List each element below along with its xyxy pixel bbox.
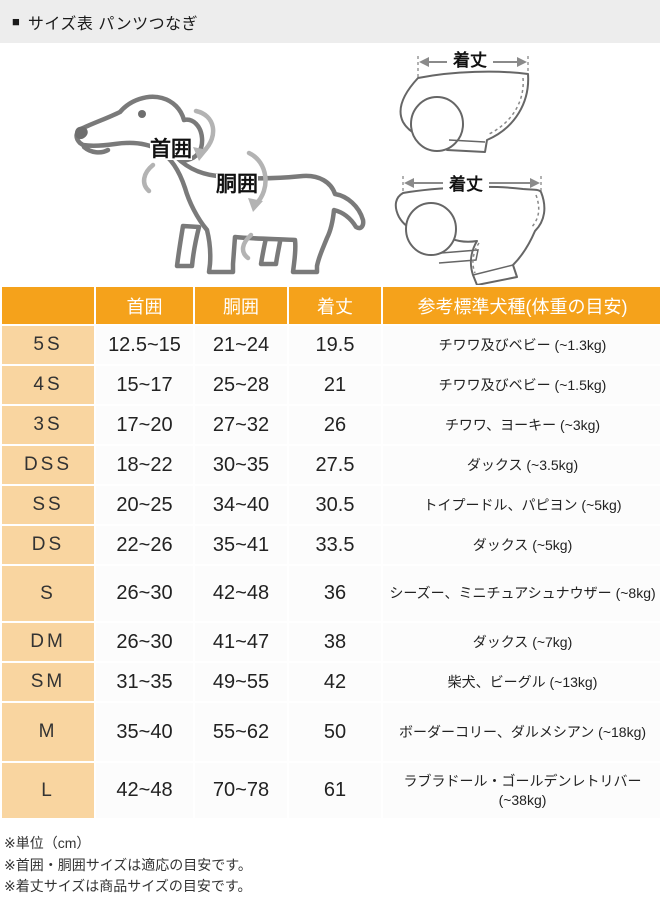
footnotes: ※単位（cm） ※首囲・胴囲サイズは適応の目安です。 ※着丈サイズは商品サイズの… (4, 833, 654, 898)
breed-cell: ボーダーコリー、ダルメシアン (~18kg) (383, 703, 660, 761)
size-cell: SM (2, 663, 94, 701)
footnote-fit-guide: ※首囲・胴囲サイズは適応の目安です。 (4, 856, 252, 873)
header-girth: 胴囲 (195, 287, 287, 324)
size-cell: 3S (2, 406, 94, 444)
page-title: サイズ表 パンツつなぎ (27, 15, 199, 33)
girth-cell: 41~47 (195, 623, 287, 661)
length-cell: 27.5 (289, 446, 381, 484)
size-cell: M (2, 703, 94, 761)
footnote-length-guide: ※着丈サイズは商品サイズの目安です。 (4, 878, 252, 895)
size-cell: DSS (2, 446, 94, 484)
size-cell: 4S (2, 366, 94, 404)
breed-cell: ダックス (~7kg) (383, 623, 660, 661)
table-row: S 26~30 42~48 36 シーズー、ミニチュアシュナウザー (~8kg) (2, 566, 660, 621)
neck-cell: 15~17 (96, 366, 193, 404)
girth-cell: 25~28 (195, 366, 287, 404)
length-cell: 19.5 (289, 326, 381, 364)
measurement-illustration-area: 首囲 胴囲 着丈 着丈 (0, 43, 660, 285)
page-title-bar: ■ サイズ表 パンツつなぎ (0, 0, 660, 43)
size-table: 首囲 胴囲 着丈 参考標準犬種(体重の目安) 5S 12.5~15 21~24 … (0, 285, 660, 820)
back-length-label-bottom: 着丈 (443, 176, 489, 193)
length-cell: 21 (289, 366, 381, 404)
header-size (2, 287, 94, 324)
table-row: DS 22~26 35~41 33.5 ダックス (~5kg) (2, 526, 660, 564)
girth-cell: 70~78 (195, 763, 287, 818)
header-breed: 参考標準犬種(体重の目安) (383, 287, 660, 324)
size-cell: DM (2, 623, 94, 661)
footnote-unit: ※単位（cm） (4, 835, 91, 851)
neck-cell: 26~30 (96, 566, 193, 621)
size-cell: L (2, 763, 94, 818)
breed-cell: シーズー、ミニチュアシュナウザー (~8kg) (383, 566, 660, 621)
table-row: DM 26~30 41~47 38 ダックス (~7kg) (2, 623, 660, 661)
neck-cell: 35~40 (96, 703, 193, 761)
girth-cell: 42~48 (195, 566, 287, 621)
header-neck: 首囲 (96, 287, 193, 324)
neck-cell: 26~30 (96, 623, 193, 661)
table-row: M 35~40 55~62 50 ボーダーコリー、ダルメシアン (~18kg) (2, 703, 660, 761)
length-cell: 50 (289, 703, 381, 761)
table-row: DSS 18~22 30~35 27.5 ダックス (~3.5kg) (2, 446, 660, 484)
breed-cell: チワワ及びベビー (~1.3kg) (383, 326, 660, 364)
garment-overall-pants-icon (394, 176, 546, 285)
neck-cell: 31~35 (96, 663, 193, 701)
size-cell: S (2, 566, 94, 621)
garment-tank-top-icon (399, 56, 530, 153)
girth-cell: 35~41 (195, 526, 287, 564)
size-cell: SS (2, 486, 94, 524)
neck-cell: 42~48 (96, 763, 193, 818)
breed-cell: トイプードル、パピヨン (~5kg) (383, 486, 660, 524)
neck-cell: 20~25 (96, 486, 193, 524)
breed-cell: 柴犬、ビーグル (~13kg) (383, 663, 660, 701)
breed-cell: チワワ、ヨーキー (~3kg) (383, 406, 660, 444)
table-row: L 42~48 70~78 61 ラブラドール・ゴールデンレトリバー (~38k… (2, 763, 660, 818)
table-header-row: 首囲 胴囲 着丈 参考標準犬種(体重の目安) (2, 287, 660, 324)
table-row: SS 20~25 34~40 30.5 トイプードル、パピヨン (~5kg) (2, 486, 660, 524)
neck-cell: 12.5~15 (96, 326, 193, 364)
back-length-label-top: 着丈 (447, 52, 493, 69)
table-row: SM 31~35 49~55 42 柴犬、ビーグル (~13kg) (2, 663, 660, 701)
neck-cell: 17~20 (96, 406, 193, 444)
length-cell: 33.5 (289, 526, 381, 564)
size-cell: 5S (2, 326, 94, 364)
girth-cell: 30~35 (195, 446, 287, 484)
table-row: 4S 15~17 25~28 21 チワワ及びベビー (~1.5kg) (2, 366, 660, 404)
header-length: 着丈 (289, 287, 381, 324)
body-girth-label: 胴囲 (216, 173, 258, 196)
table-row: 3S 17~20 27~32 26 チワワ、ヨーキー (~3kg) (2, 406, 660, 444)
neck-cell: 18~22 (96, 446, 193, 484)
breed-cell: ダックス (~5kg) (383, 526, 660, 564)
length-cell: 30.5 (289, 486, 381, 524)
length-cell: 42 (289, 663, 381, 701)
girth-cell: 55~62 (195, 703, 287, 761)
table-row: 5S 12.5~15 21~24 19.5 チワワ及びベビー (~1.3kg) (2, 326, 660, 364)
length-cell: 38 (289, 623, 381, 661)
girth-cell: 27~32 (195, 406, 287, 444)
breed-cell: ラブラドール・ゴールデンレトリバー (~38kg) (383, 763, 660, 818)
neck-girth-label: 首囲 (150, 138, 192, 161)
size-cell: DS (2, 526, 94, 564)
breed-cell: ダックス (~3.5kg) (383, 446, 660, 484)
neck-cell: 22~26 (96, 526, 193, 564)
girth-cell: 21~24 (195, 326, 287, 364)
length-cell: 26 (289, 406, 381, 444)
length-cell: 36 (289, 566, 381, 621)
breed-cell: チワワ及びベビー (~1.5kg) (383, 366, 660, 404)
girth-cell: 34~40 (195, 486, 287, 524)
girth-cell: 49~55 (195, 663, 287, 701)
square-bullet-icon: ■ (12, 14, 20, 29)
dog-side-view-icon (74, 94, 366, 275)
length-cell: 61 (289, 763, 381, 818)
